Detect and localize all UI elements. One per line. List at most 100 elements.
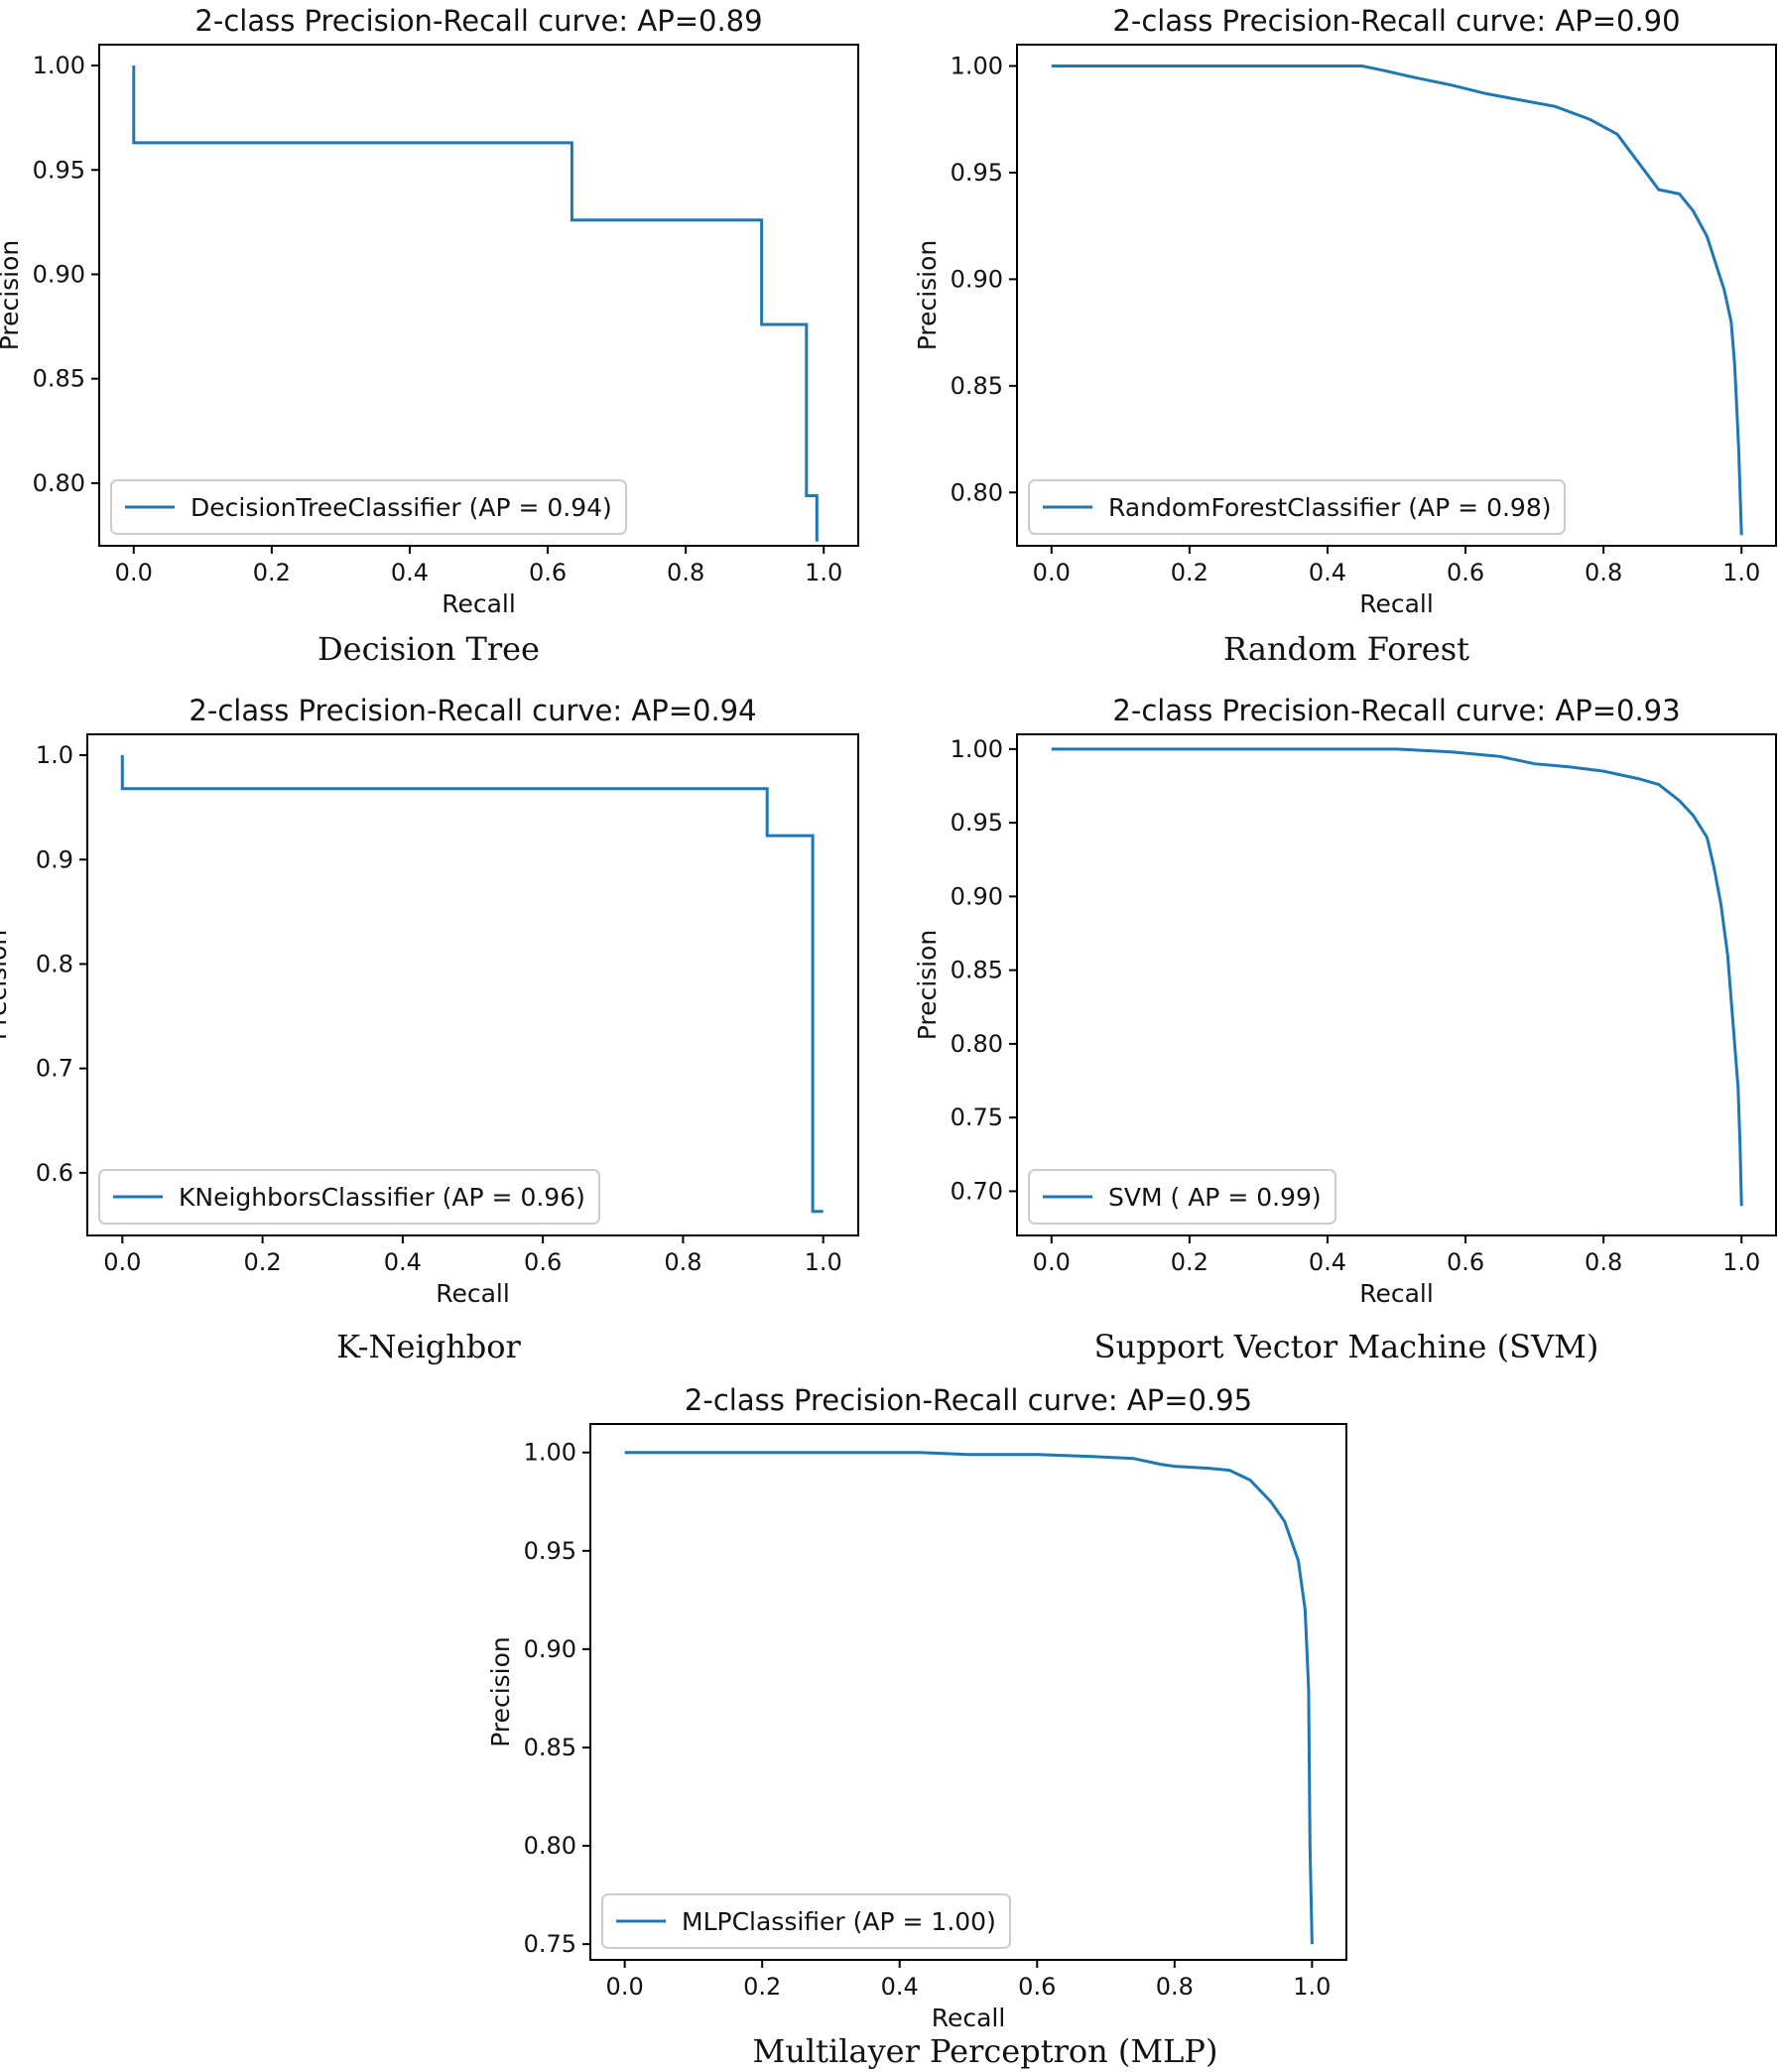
x-axis-label: Recall [1359,1279,1434,1308]
x-tick-label: 0.0 [606,1973,644,2001]
plot-frame [98,44,859,547]
y-axis-label: Precision [913,930,942,1041]
x-tick-label: 1.0 [805,1248,842,1276]
x-tick-label: 1.0 [1293,1973,1331,2001]
x-tick-label: 0.6 [524,1248,562,1276]
x-tick-label: 0.4 [391,559,429,586]
y-tick-label: 0.80 [951,478,1003,506]
y-axis-label: Precision [0,930,12,1041]
y-tick-label: 0.80 [524,1832,576,1860]
x-tick-label: 0.2 [743,1973,781,2001]
chart-title: 2-class Precision-Recall curve: AP=0.94 [189,694,756,727]
x-tick-label: 0.8 [1585,1248,1622,1276]
pr-chart-1: 2-class Precision-Recall curve: AP=0.89 0… [0,4,859,618]
legend: SVM ( AP = 0.99) [1028,1169,1336,1225]
y-tick-label: 0.85 [33,365,85,393]
x-tick-label: 0.0 [103,1248,141,1276]
y-tick-label: 0.8 [36,950,73,977]
y-axis-label: Precision [913,240,942,351]
y-tick-label: 0.90 [524,1635,576,1663]
y-tick-label: 0.85 [524,1734,576,1761]
panel-caption: K-Neighbor [336,1328,521,1365]
legend-label: KNeighborsClassifier (AP = 0.96) [179,1183,585,1212]
panel-caption: Multilayer Perceptron (MLP) [753,2032,1218,2070]
y-tick-label: 0.7 [36,1055,73,1083]
y-tick-label: 0.90 [33,260,85,288]
legend: KNeighborsClassifier (AP = 0.96) [98,1169,600,1225]
y-tick-label: 1.00 [33,52,85,79]
pr-chart-5: 2-class Precision-Recall curve: AP=0.95 0… [486,1383,1347,2032]
x-tick-label: 0.4 [1309,1248,1346,1276]
x-tick-label: 0.8 [1156,1973,1194,2001]
chart-title: 2-class Precision-Recall curve: AP=0.93 [1112,694,1680,727]
x-tick-label: 1.0 [805,559,842,586]
y-tick-label: 0.95 [33,156,85,184]
x-tick-label: 0.8 [667,559,704,586]
y-tick-label: 0.80 [33,469,85,497]
x-tick-label: 0.0 [115,559,153,586]
pr-chart-2: 2-class Precision-Recall curve: AP=0.90 0… [913,4,1777,618]
y-axis-label: Precision [486,1636,515,1748]
y-tick-label: 0.95 [951,159,1003,187]
x-tick-label: 1.0 [1722,1248,1760,1276]
legend: RandomForestClassifier (AP = 0.98) [1028,479,1566,535]
legend-label: SVM ( AP = 0.99) [1108,1183,1322,1212]
x-tick-label: 0.6 [1447,559,1484,586]
y-tick-label: 0.90 [951,882,1003,910]
y-tick-label: 0.75 [524,1930,576,1958]
y-tick-label: 1.00 [524,1439,576,1467]
legend-label: RandomForestClassifier (AP = 0.98) [1108,493,1551,522]
legend-box [98,1169,600,1225]
legend-box [601,1893,1011,1949]
y-tick-label: 0.90 [951,265,1003,293]
pr-curve-series-1 [132,65,819,542]
y-tick-label: 0.75 [951,1103,1003,1131]
x-axis-label: Recall [1359,589,1434,618]
x-tick-label: 0.4 [384,1248,422,1276]
x-tick-label: 0.2 [1171,1248,1208,1276]
x-tick-label: 0.0 [1033,559,1071,586]
pr-chart-4: 2-class Precision-Recall curve: AP=0.93 0… [913,694,1777,1308]
y-tick-label: 0.85 [951,372,1003,400]
x-tick-label: 0.8 [664,1248,701,1276]
x-axis-label: Recall [436,1279,510,1308]
pr-curve-series-1 [1051,747,1743,1207]
y-tick-label: 0.95 [951,809,1003,837]
chart-title: 2-class Precision-Recall curve: AP=0.89 [194,4,762,38]
panel-caption: Random Forest [1223,630,1469,668]
x-tick-label: 0.4 [1309,559,1346,586]
x-tick-label: 0.6 [529,559,567,586]
legend-box [1028,479,1566,535]
plot-frame [1016,733,1777,1236]
x-axis-label: Recall [932,2004,1006,2032]
x-tick-label: 1.0 [1722,559,1760,586]
panel-caption: Support Vector Machine (SVM) [1094,1328,1599,1365]
legend: DecisionTreeClassifier (AP = 0.94) [110,479,627,535]
x-tick-label: 0.2 [244,1248,282,1276]
y-axis-label: Precision [0,240,24,351]
y-tick-label: 1.0 [36,741,73,769]
legend: MLPClassifier (AP = 1.00) [601,1893,1011,1949]
pr-curve-series-1 [624,1451,1314,1945]
y-tick-label: 1.00 [951,52,1003,79]
x-tick-label: 0.4 [881,1973,919,2001]
legend-label: MLPClassifier (AP = 1.00) [682,1907,996,1936]
x-axis-label: Recall [442,589,516,618]
x-tick-label: 0.0 [1033,1248,1071,1276]
panel-caption: Decision Tree [318,630,540,668]
pr-chart-3: 2-class Precision-Recall curve: AP=0.94 0… [0,694,859,1308]
legend-box [1028,1169,1336,1225]
y-tick-label: 0.9 [36,845,73,873]
pr-curve-series-1 [120,755,824,1214]
x-tick-label: 0.8 [1585,559,1622,586]
x-tick-label: 0.6 [1447,1248,1484,1276]
chart-title: 2-class Precision-Recall curve: AP=0.90 [1112,4,1680,38]
legend-box [110,479,627,535]
pr-curve-series-1 [1051,65,1743,536]
x-tick-label: 0.6 [1018,1973,1056,2001]
x-tick-label: 0.2 [1171,559,1208,586]
y-tick-label: 0.85 [951,957,1003,984]
y-tick-label: 0.80 [951,1030,1003,1058]
legend-label: DecisionTreeClassifier (AP = 0.94) [191,493,612,522]
